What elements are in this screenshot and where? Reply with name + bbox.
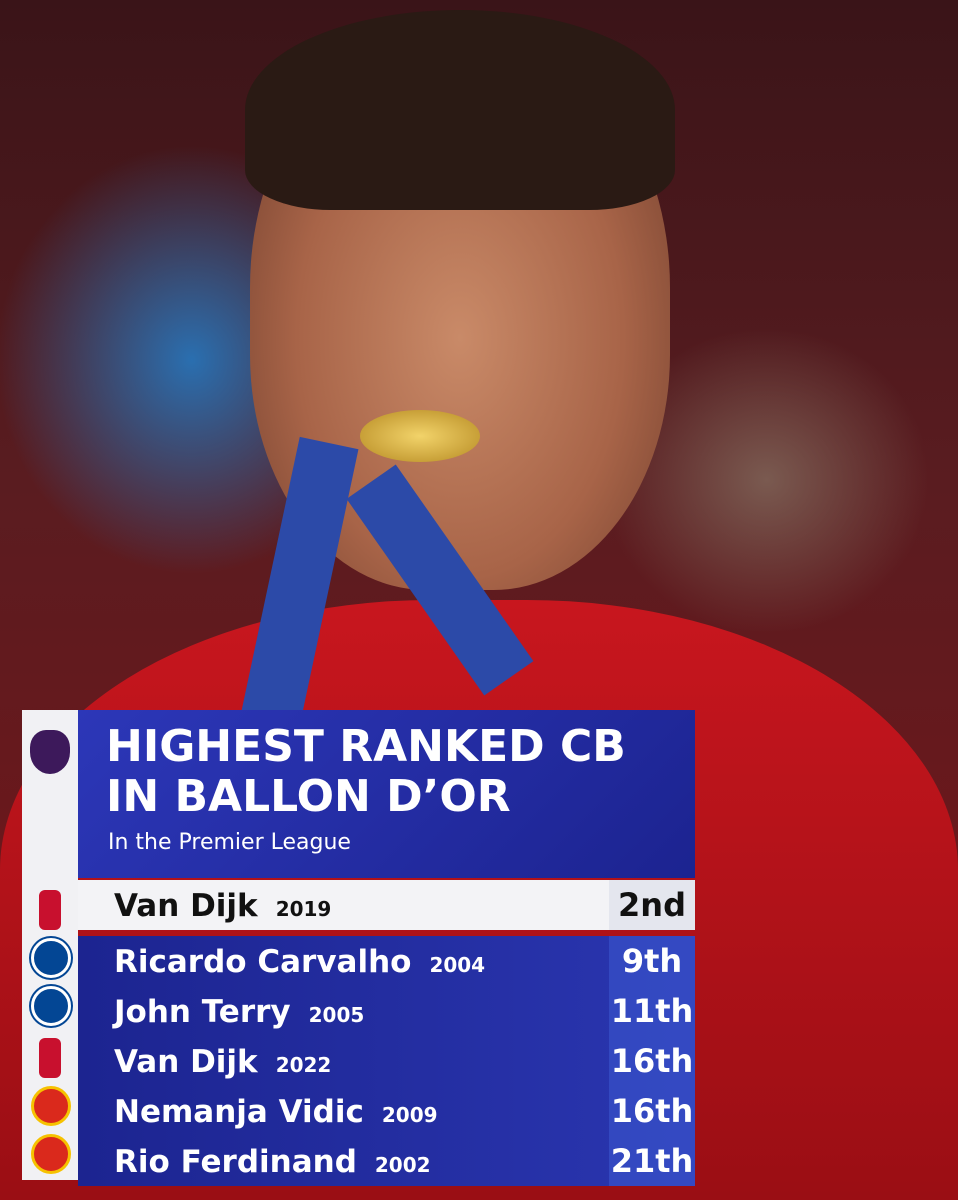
ranking-row: Rio Ferdinand 2002 21th	[78, 1136, 695, 1186]
hair	[245, 10, 675, 210]
ranking-row: Ricardo Carvalho 2004 9th	[78, 936, 695, 986]
ranking-panel: HIGHEST RANKED CB IN BALLON D’OR In the …	[22, 710, 695, 1186]
player-name: Ricardo Carvalho 2004	[114, 944, 485, 980]
ranking-row: Van Dijk 2022 16th	[78, 1036, 695, 1086]
club-logo	[39, 1038, 61, 1078]
club-logo	[31, 1134, 71, 1174]
club-logo	[31, 986, 71, 1026]
title: HIGHEST RANKED CB IN BALLON D’OR	[106, 722, 626, 822]
rank: 16th	[609, 1086, 695, 1136]
player-name: Rio Ferdinand 2002	[114, 1144, 431, 1180]
year: 2009	[381, 1103, 438, 1127]
rank: 2nd	[609, 880, 695, 930]
league-logo	[30, 730, 70, 774]
rank: 11th	[609, 986, 695, 1036]
year: 2022	[275, 1053, 332, 1077]
year: 2004	[429, 953, 486, 977]
medal	[360, 410, 480, 462]
club-logo	[31, 1086, 71, 1126]
ranking-row: John Terry 2005 11th	[78, 986, 695, 1036]
player: Van Dijk	[114, 1044, 258, 1080]
rank: 21th	[609, 1136, 695, 1186]
year: 2019	[275, 897, 332, 921]
rank: 9th	[609, 936, 695, 986]
player: John Terry	[114, 994, 291, 1030]
title-line: HIGHEST RANKED CB	[106, 721, 626, 772]
player: Nemanja Vidic	[114, 1094, 364, 1130]
club-logo	[39, 890, 61, 930]
player-name: Van Dijk 2019	[114, 888, 331, 924]
year: 2005	[308, 1003, 365, 1027]
rank: 16th	[609, 1036, 695, 1086]
player: Ricardo Carvalho	[114, 944, 412, 980]
player-name: Nemanja Vidic 2009	[114, 1094, 438, 1130]
subtitle: In the Premier League	[108, 830, 351, 855]
player: Rio Ferdinand	[114, 1144, 357, 1180]
player-name: John Terry 2005	[114, 994, 364, 1030]
player: Van Dijk	[114, 888, 258, 924]
header-box	[78, 710, 695, 878]
player-name: Van Dijk 2022	[114, 1044, 331, 1080]
club-logo	[31, 938, 71, 978]
ranking-row: Van Dijk 2019 2nd	[78, 880, 695, 930]
title-line: IN BALLON D’OR	[106, 771, 511, 822]
ranking-row: Nemanja Vidic 2009 16th	[78, 1086, 695, 1136]
year: 2002	[374, 1153, 431, 1177]
